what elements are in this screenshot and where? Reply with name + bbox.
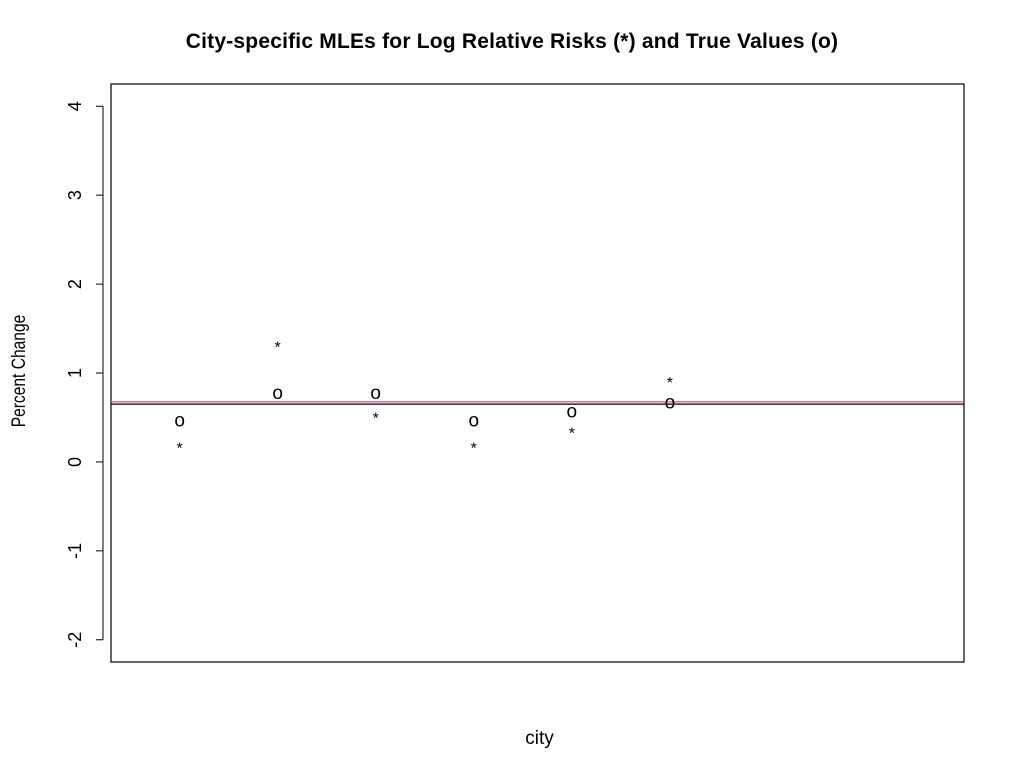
plot-frame	[110, 83, 965, 663]
y-tick-label: 3	[65, 190, 85, 200]
y-tick-label: -1	[65, 543, 85, 559]
true-value-point: o	[174, 411, 185, 432]
mle-point: *	[373, 411, 379, 428]
mle-point: *	[471, 441, 477, 458]
true-value-point: o	[272, 383, 283, 404]
mle-point: *	[275, 339, 281, 356]
y-tick-label: -2	[65, 632, 85, 648]
true-value-point: o	[468, 411, 479, 432]
y-tick-label: 1	[65, 368, 85, 378]
true-value-point: o	[567, 402, 578, 423]
mle-point: *	[177, 441, 183, 458]
chart-title: City-specific MLEs for Log Relative Risk…	[185, 30, 839, 53]
x-axis-label: city	[525, 728, 554, 749]
mle-point: *	[569, 426, 575, 443]
mle-point: *	[667, 375, 673, 392]
true-value-point: o	[370, 383, 381, 404]
true-value-point: o	[665, 393, 676, 414]
y-tick-label: 2	[65, 279, 85, 289]
y-tick-label: 4	[65, 101, 85, 111]
y-tick-label: 0	[65, 457, 85, 467]
